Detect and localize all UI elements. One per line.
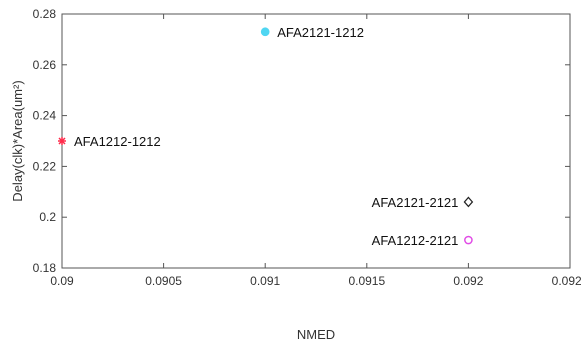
- asterisk-stroke: [58, 137, 66, 145]
- point-label: AFA1212-2121: [372, 233, 459, 248]
- y-axis: 0.18 0.2 0.22 0.24 0.26 0.28: [33, 7, 570, 275]
- y-axis-title: Delay(clk)*Area(um²): [10, 80, 25, 201]
- y-tick-label: 0.24: [33, 109, 57, 123]
- point-label: AFA1212-1212: [74, 134, 161, 149]
- x-tick-label: 0.0925: [552, 274, 581, 288]
- y-tick-label: 0.28: [33, 7, 57, 21]
- y-tick-label: 0.22: [33, 159, 57, 173]
- data-points: [58, 27, 474, 245]
- plot-border: [61, 13, 571, 269]
- point-labels: AFA1212-1212 AFA2121-1212 AFA2121-2121 AFA1…: [74, 25, 458, 248]
- point-label: AFA2121-1212: [277, 25, 364, 40]
- data-point-diamond: [463, 196, 474, 208]
- x-tick-label: 0.092: [453, 274, 483, 288]
- plot-area: [61, 13, 571, 269]
- y-tick-label: 0.18: [33, 261, 57, 275]
- x-tick-label: 0.0915: [348, 274, 385, 288]
- y-tick-label: 0.26: [33, 58, 57, 72]
- x-tick-label: 0.091: [250, 274, 280, 288]
- x-axis: 0.09 0.0905 0.091 0.0915 0.092 0.0925: [50, 14, 581, 288]
- data-point-asterisk: [58, 137, 66, 145]
- y-tick-label: 0.2: [39, 210, 56, 224]
- x-tick-label: 0.09: [50, 274, 74, 288]
- point-label: AFA2121-2121: [372, 195, 459, 210]
- x-tick-label: 0.0905: [145, 274, 182, 288]
- data-point-circle: [260, 27, 270, 37]
- data-point-circle: [464, 235, 473, 245]
- x-axis-title: NMED: [297, 327, 335, 342]
